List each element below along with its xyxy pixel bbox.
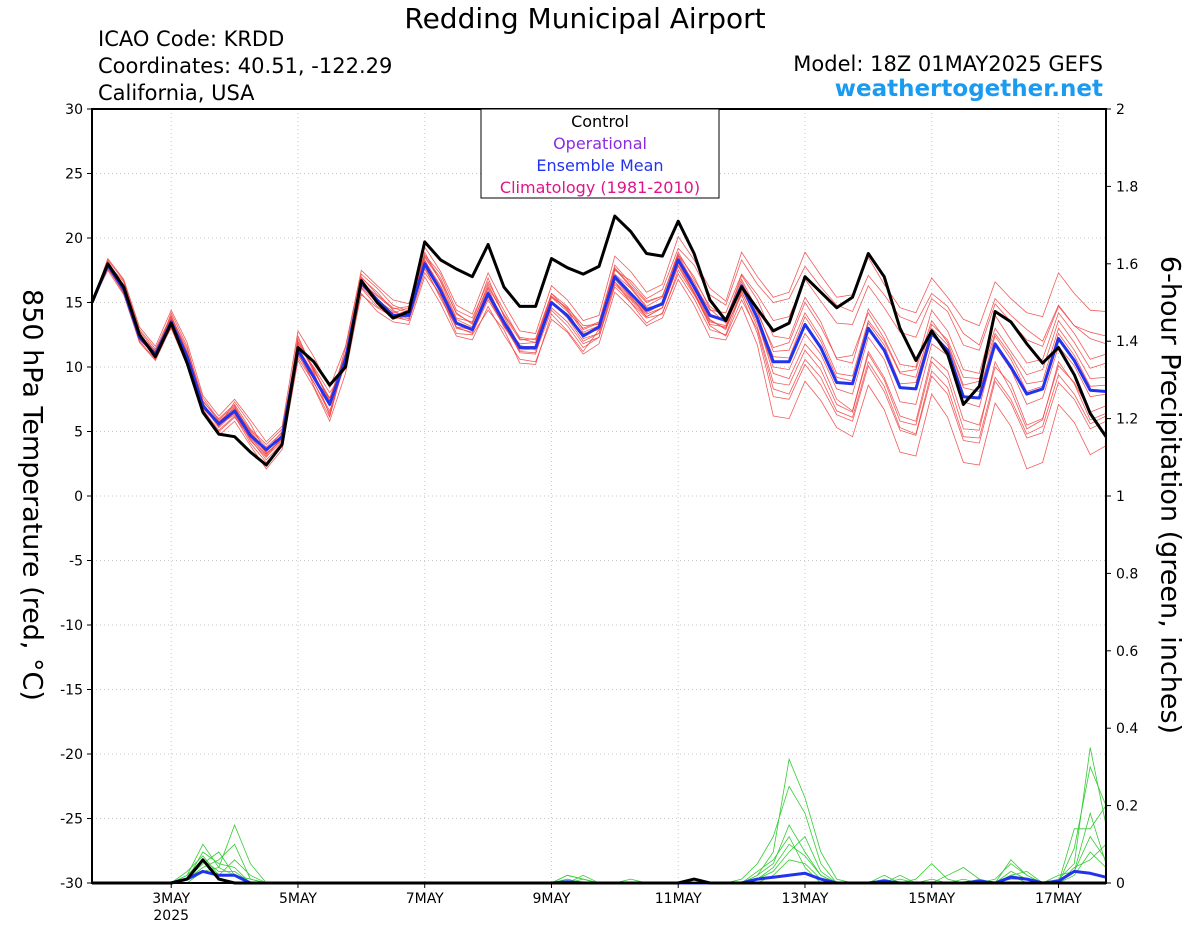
y-tick-label-right: 2 [1116, 102, 1125, 118]
temperature-member-line [91, 265, 1107, 461]
y-tick-label-right: 0.4 [1116, 721, 1138, 737]
y-tick-label-right: 1.2 [1116, 412, 1138, 428]
temperature-member-line [91, 261, 1107, 464]
chart-title: Redding Municipal Airport [404, 2, 766, 35]
temperature-member-line [91, 251, 1107, 448]
precipitation-member-line [92, 835, 1107, 884]
x-tick-year: 2025 [153, 908, 189, 924]
y-tick-label-right: 1.8 [1116, 179, 1138, 195]
y-tick-label-left: 5 [74, 425, 83, 441]
x-tick-label: 17MAY [1035, 891, 1082, 907]
temperature-member-line [91, 253, 1107, 452]
site-link[interactable]: weathertogether.net [834, 76, 1103, 102]
legend-entry: Control [571, 112, 629, 131]
x-tick-label: 9MAY [532, 891, 570, 907]
y-tick-label-left: -15 [60, 683, 83, 699]
icao-code: ICAO Code: KRDD [98, 27, 285, 51]
y-tick-label-left: -10 [60, 618, 83, 634]
y-tick-label-right: 1.4 [1116, 334, 1138, 350]
legend-entry: Climatology (1981-2010) [500, 178, 700, 197]
y-tick-label-right: 0.2 [1116, 799, 1138, 815]
region: California, USA [98, 81, 255, 105]
precipitation-member-line [92, 747, 1107, 884]
coordinates: Coordinates: 40.51, -122.29 [98, 54, 393, 78]
y-tick-label-right: 1 [1116, 489, 1125, 505]
model-run: Model: 18Z 01MAY2025 GEFS [793, 52, 1103, 76]
y-tick-label-left: -20 [60, 747, 83, 763]
legend-box [480, 108, 720, 199]
legend-entry: Ensemble Mean [536, 156, 663, 175]
x-tick-label: 15MAY [908, 891, 955, 907]
y-tick-label-right: 0.6 [1116, 644, 1138, 660]
x-tick-label: 13MAY [782, 891, 829, 907]
legend-entry: Operational [553, 134, 647, 153]
y-tick-label-left: 30 [65, 102, 83, 118]
x-tick-label: 11MAY [655, 891, 702, 907]
x-tick-label: 3MAY [152, 891, 190, 907]
y-tick-label-left: -25 [60, 812, 83, 828]
temperature-member-line [91, 235, 1107, 443]
y-tick-label-left: 25 [65, 167, 83, 183]
precipitation-member-line [92, 835, 1107, 884]
x-tick-label: 5MAY [279, 891, 317, 907]
y-tick-label-left: 20 [65, 231, 83, 247]
y-tick-label-right: 0 [1116, 876, 1125, 892]
precipitation-member-line [92, 805, 1107, 884]
x-tick-label: 7MAY [406, 891, 444, 907]
temperature-member-line [91, 260, 1107, 445]
y-tick-label-left: 15 [65, 296, 83, 312]
y-tick-label-left: -5 [69, 554, 83, 570]
y-tick-label-right: 1.6 [1116, 257, 1138, 273]
y-tick-label-left: 0 [74, 489, 83, 505]
legend: Control Operational Ensemble Mean Climatolo… [480, 108, 720, 199]
y-tick-label-right: 0.8 [1116, 566, 1138, 582]
control-temperature-line [90, 214, 1108, 467]
y-tick-label-left: 10 [65, 360, 83, 376]
y-tick-label-left: -30 [60, 876, 83, 892]
